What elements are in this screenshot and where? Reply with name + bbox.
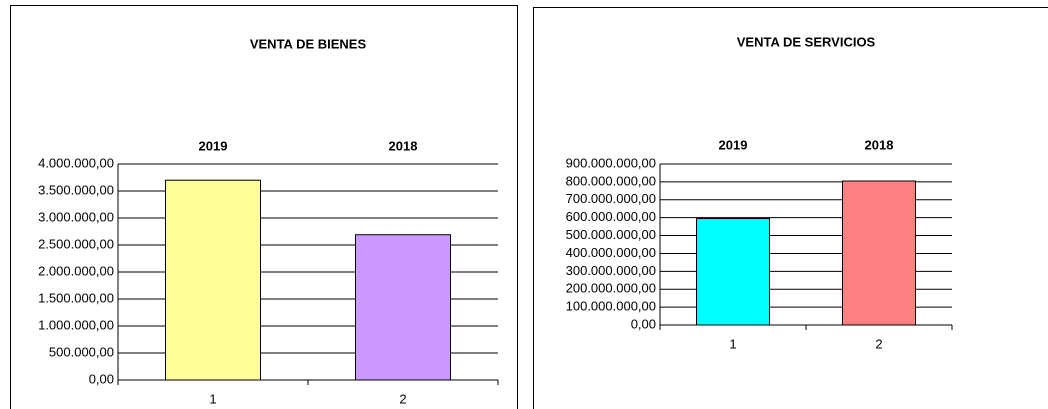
bar [696,218,770,326]
y-tick-label: 1.500.000,00 [38,290,114,305]
y-tick-label: 300.000.000,00 [566,263,656,278]
annotation: 2018 [865,137,894,152]
bar [355,234,451,381]
chart-frame [533,7,1048,409]
y-tick-label: 3.000.000,00 [38,209,114,224]
annotation: 2019 [719,137,748,152]
x-tick-label: 2 [399,391,406,406]
y-tick-label: 2.000.000,00 [38,263,114,278]
y-tick-label: 100.000.000,00 [566,299,656,314]
bar [842,180,916,326]
y-tick-label: 0,00 [89,371,114,386]
y-tick-label: 0,00 [631,316,656,331]
chart-title: VENTA DE BIENES [250,36,367,51]
y-tick-label: 200.000.000,00 [566,281,656,296]
y-tick-label: 2.500.000,00 [38,236,114,251]
y-tick-label: 400.000.000,00 [566,245,656,260]
y-tick-label: 3.500.000,00 [38,182,114,197]
y-tick-label: 1.000.000,00 [38,317,114,332]
x-tick-label: 1 [209,391,216,406]
y-tick-label: 900.000.000,00 [566,155,656,170]
y-tick-label: 500.000,00 [49,344,114,359]
y-tick-label: 4.000.000,00 [38,155,114,170]
x-tick-label: 1 [729,336,736,351]
y-tick-label: 500.000.000,00 [566,227,656,242]
chart-title: VENTA DE SERVICIOS [737,34,876,49]
annotation: 2018 [389,138,418,153]
annotation: 2019 [199,138,228,153]
y-tick-label: 700.000.000,00 [566,191,656,206]
x-tick-label: 2 [875,336,882,351]
y-tick-label: 800.000.000,00 [566,173,656,188]
y-tick-label: 600.000.000,00 [566,209,656,224]
bar [165,179,261,381]
